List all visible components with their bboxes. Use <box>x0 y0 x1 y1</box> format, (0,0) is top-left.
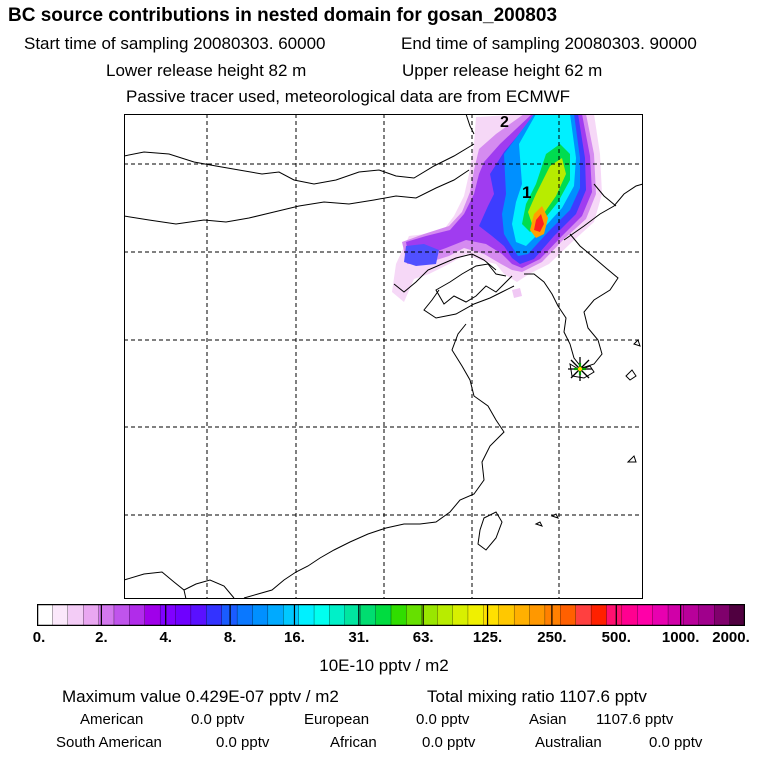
colorbar-cell <box>575 604 592 626</box>
receptor-marker <box>568 357 592 381</box>
colorbar-tick-label: 0. <box>32 629 46 646</box>
colorbar-tick-label: 63. <box>412 629 434 646</box>
colorbar-cell <box>252 604 269 626</box>
colorbar-cell <box>698 604 715 626</box>
colorbar-tick-label: 2000. <box>712 629 750 646</box>
colorbar-tick-label: 16. <box>284 629 305 646</box>
concentration-map: 2 1 <box>124 114 643 599</box>
colorbar-tick-label: 4. <box>159 629 172 646</box>
colorbar-cell <box>421 604 438 626</box>
max-value-text: Maximum value 0.429E-07 pptv / m2 <box>62 687 339 706</box>
lat-lon-grid <box>124 114 643 599</box>
asian-value: 1107.6 pptv <box>596 711 674 728</box>
australian-label: Australian <box>535 734 602 751</box>
tracer-note-text: Passive tracer used, meteorological data… <box>126 87 571 106</box>
end-time-text: End time of sampling 20080303. 90000 <box>401 34 697 53</box>
colorbar-cell <box>190 604 208 626</box>
european-value: 0.0 pptv <box>416 711 470 728</box>
colorbar-tick-label: 8. <box>223 629 237 646</box>
chart-title: BC source contributions in nested domain… <box>8 5 558 26</box>
colorbar-tick-label: 250. <box>537 629 567 646</box>
colorbar <box>37 604 745 626</box>
colorbar-cell <box>467 604 485 626</box>
colorbar-cell <box>129 604 146 626</box>
american-label: American <box>80 711 144 728</box>
colorbar-cell <box>544 604 562 626</box>
coastlines <box>124 114 643 599</box>
plume-yellowgreen <box>528 158 566 224</box>
colorbar-cell <box>590 604 608 626</box>
colorbar-cell <box>621 604 639 626</box>
colorbar-cell <box>313 604 331 626</box>
colorbar-cell <box>159 604 177 626</box>
colorbar-cell <box>683 604 700 626</box>
colorbar-tick-label: 500. <box>601 629 631 646</box>
colorbar-cell <box>652 604 669 626</box>
contour-label-1: 1 <box>522 183 531 202</box>
plume-red <box>534 214 544 232</box>
colorbar-cell <box>329 604 346 626</box>
colorbar-cell <box>52 604 69 626</box>
map-frame <box>124 114 643 599</box>
colorbar-cell <box>144 604 161 626</box>
american-value: 0.0 pptv <box>191 711 245 728</box>
colorbar-cell <box>483 604 500 626</box>
european-label: European <box>304 711 370 728</box>
colorbar-cell <box>206 604 223 626</box>
colorbar-cell <box>236 604 254 626</box>
colorbar-cell <box>267 604 285 626</box>
asian-label: Asian <box>529 711 567 728</box>
african-label: African <box>330 734 377 751</box>
upper-release-text: Upper release height 62 m <box>402 61 603 80</box>
colorbar-cell <box>452 604 469 626</box>
colorbar-cell <box>298 604 315 626</box>
colorbar-cell <box>375 604 392 626</box>
colorbar-cell <box>529 604 546 626</box>
colorbar-tick-label: 1000. <box>661 629 700 646</box>
colorbar-cell <box>406 604 423 626</box>
plume-spot <box>512 288 522 298</box>
african-value: 0.0 pptv <box>422 734 476 751</box>
colorbar-tick-label: 2. <box>95 629 108 646</box>
colorbar-cell <box>360 604 377 626</box>
colorbar-cell <box>390 604 408 626</box>
colorbar-cell <box>667 604 685 626</box>
colorbar-cell <box>637 604 654 626</box>
contour-label-2: 2 <box>500 114 509 131</box>
australian-value: 0.0 pptv <box>649 734 703 751</box>
colorbar-tick-label: 31. <box>348 629 370 646</box>
colorbar-cell <box>606 604 623 626</box>
colorbar-cell <box>37 604 54 626</box>
colorbar-cell <box>714 604 731 626</box>
colorbar-cell <box>283 604 300 626</box>
plume-west-blue <box>404 244 439 266</box>
colorbar-cell <box>560 604 577 626</box>
colorbar-cell <box>113 604 131 626</box>
colorbar-tick-label: 125. <box>472 629 503 646</box>
colorbar-cell <box>729 604 745 626</box>
start-time-text: Start time of sampling 20080303. 60000 <box>24 34 326 53</box>
colorbar-cell <box>175 604 192 626</box>
colorbar-cell <box>513 604 531 626</box>
colorbar-cell <box>437 604 454 626</box>
lower-release-text: Lower release height 82 m <box>106 61 307 80</box>
total-mixing-text: Total mixing ratio 1107.6 pptv <box>427 687 647 706</box>
colorbar-cell <box>83 604 100 626</box>
colorbar-unit-label: 10E-10 pptv / m2 <box>319 656 449 675</box>
south-american-value: 0.0 pptv <box>216 734 270 751</box>
south-american-label: South American <box>56 734 162 751</box>
colorbar-cell <box>498 604 515 626</box>
colorbar-cell <box>67 604 84 626</box>
